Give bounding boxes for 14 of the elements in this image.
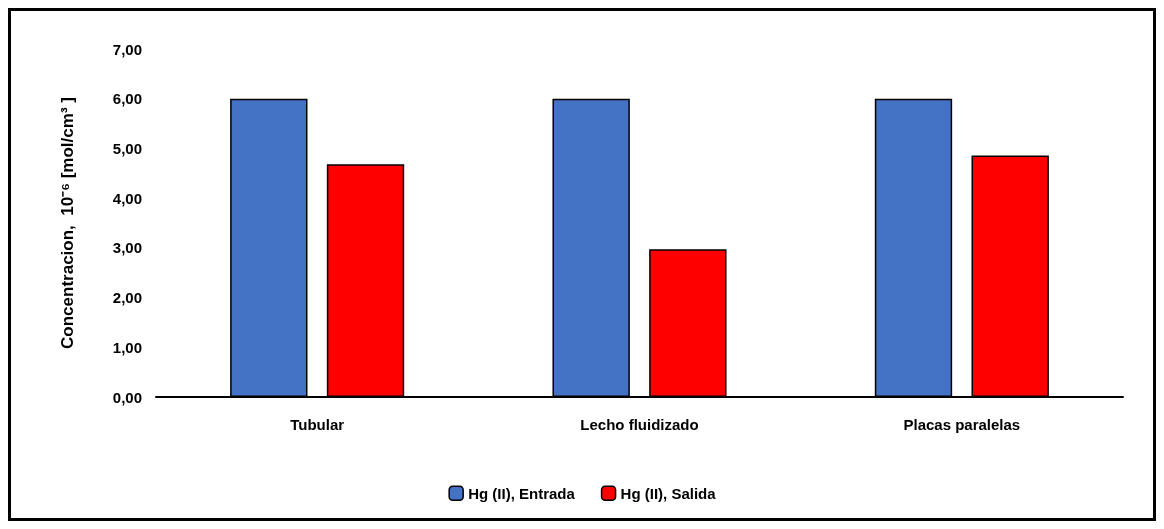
legend-label: Hg (II), Entrada bbox=[468, 484, 576, 502]
y-tick-label: 1,00 bbox=[112, 338, 142, 356]
y-tick-label: 3,00 bbox=[112, 239, 142, 257]
y-tick-label: 0,00 bbox=[112, 388, 142, 406]
y-tick-label: 7,00 bbox=[112, 40, 142, 58]
legend-label: Hg (II), Salida bbox=[620, 484, 717, 502]
x-tick-label: Tubular bbox=[290, 416, 345, 433]
y-tick-label: 6,00 bbox=[112, 90, 142, 108]
x-tick-label: Placas paralelas bbox=[903, 416, 1021, 433]
x-tick-label: Lecho fluidizado bbox=[580, 416, 699, 433]
y-tick-label: 2,00 bbox=[112, 289, 142, 307]
y-tick-label: 5,00 bbox=[112, 139, 142, 157]
y-axis-title: Concentracion, 10⁻⁶ [mol/cm³ ] bbox=[58, 97, 77, 349]
y-tick-label: 4,00 bbox=[112, 189, 142, 207]
